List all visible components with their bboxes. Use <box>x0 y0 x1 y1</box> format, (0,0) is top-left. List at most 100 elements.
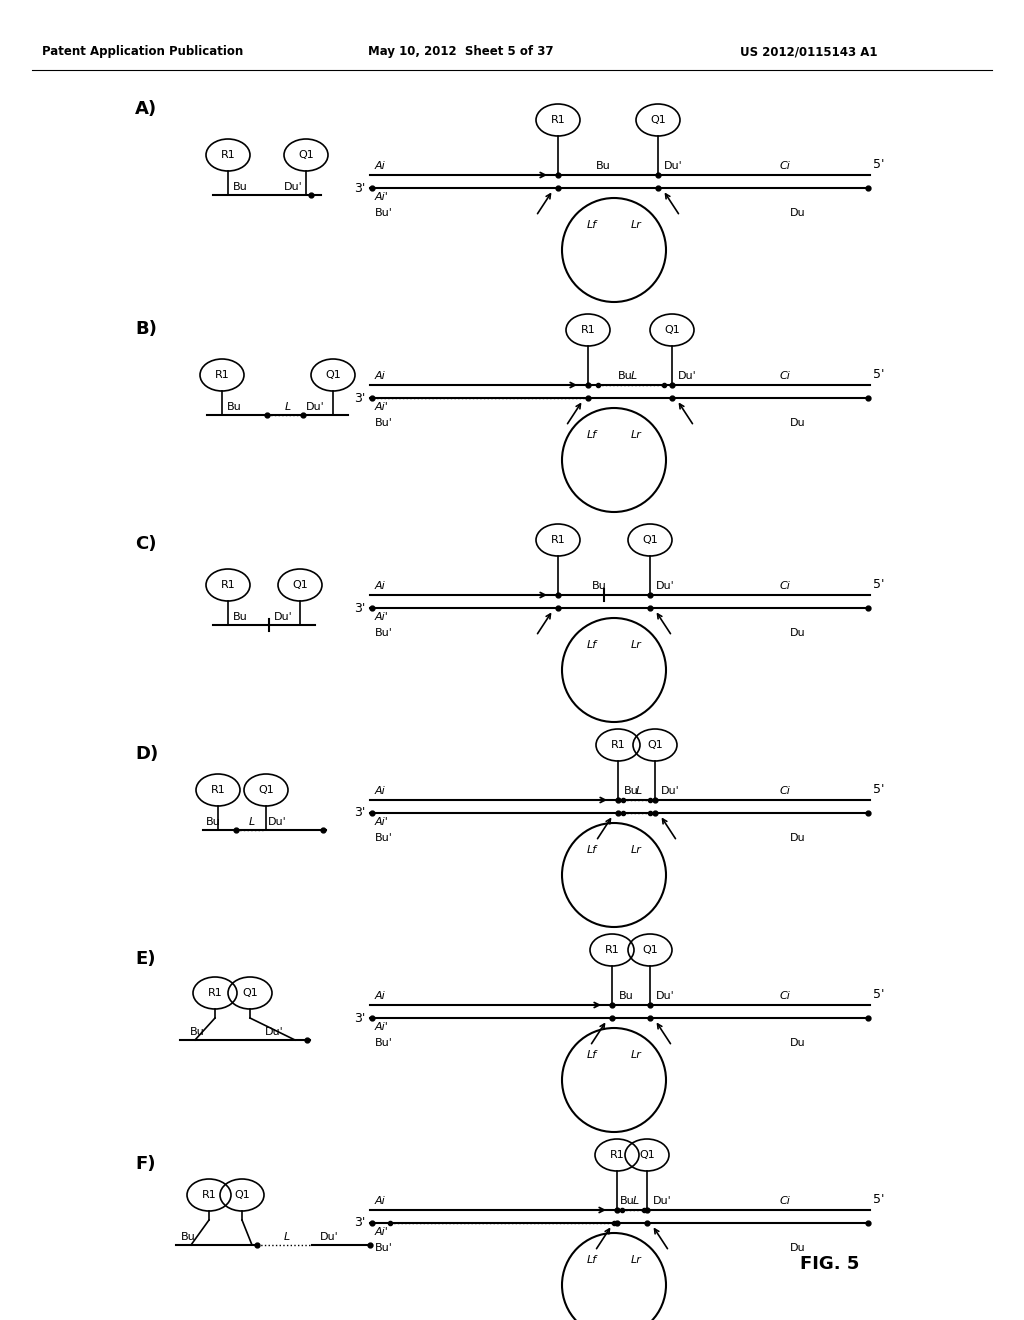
Text: Bu: Bu <box>596 161 610 172</box>
Text: Du: Du <box>790 1243 806 1253</box>
Text: Lr: Lr <box>631 430 641 440</box>
Text: L: L <box>284 1232 290 1242</box>
Text: R1: R1 <box>220 150 236 160</box>
Text: Lr: Lr <box>631 845 641 855</box>
Text: Ci: Ci <box>780 785 791 796</box>
Text: Du: Du <box>790 833 806 843</box>
Text: Bu': Bu' <box>375 1038 393 1048</box>
Text: R1: R1 <box>604 945 620 954</box>
Text: Du': Du' <box>664 161 683 172</box>
Text: Lr: Lr <box>631 220 641 230</box>
Text: R1: R1 <box>208 987 222 998</box>
Text: Q1: Q1 <box>242 987 258 998</box>
Text: FIG. 5: FIG. 5 <box>800 1255 859 1272</box>
Text: Ci: Ci <box>780 581 791 591</box>
Text: Ai': Ai' <box>375 1022 389 1032</box>
Text: Ai': Ai' <box>375 403 389 412</box>
Text: May 10, 2012  Sheet 5 of 37: May 10, 2012 Sheet 5 of 37 <box>368 45 554 58</box>
Text: Bu: Bu <box>227 403 242 412</box>
Text: Bu': Bu' <box>375 418 393 428</box>
Text: Q1: Q1 <box>639 1150 655 1160</box>
Text: Lf: Lf <box>587 1049 597 1060</box>
Text: Ci: Ci <box>780 1196 791 1206</box>
Text: A): A) <box>135 100 157 117</box>
Text: R1: R1 <box>202 1191 216 1200</box>
Text: Ai: Ai <box>375 991 386 1001</box>
Text: R1: R1 <box>220 579 236 590</box>
Text: Ci: Ci <box>780 991 791 1001</box>
Text: 3': 3' <box>353 1011 365 1024</box>
Text: Du': Du' <box>265 1027 284 1038</box>
Text: Q1: Q1 <box>292 579 308 590</box>
Text: Q1: Q1 <box>665 325 680 335</box>
Text: Bu: Bu <box>206 817 221 828</box>
Text: B): B) <box>135 319 157 338</box>
Text: L: L <box>633 1196 639 1206</box>
Text: Ai: Ai <box>375 785 386 796</box>
Text: Ai': Ai' <box>375 1228 389 1237</box>
Text: Lf: Lf <box>587 1255 597 1265</box>
Text: F): F) <box>135 1155 156 1173</box>
Text: Du': Du' <box>306 403 325 412</box>
Text: Ai: Ai <box>375 161 386 172</box>
Text: Bu: Bu <box>624 785 639 796</box>
Text: Du': Du' <box>319 1232 339 1242</box>
Text: Ci: Ci <box>780 371 791 381</box>
Text: C): C) <box>135 535 157 553</box>
Text: Bu: Bu <box>618 991 634 1001</box>
Text: Du: Du <box>790 1038 806 1048</box>
Text: Bu: Bu <box>233 182 248 191</box>
Text: Q1: Q1 <box>650 115 666 125</box>
Text: Lf: Lf <box>587 640 597 649</box>
Text: Ai': Ai' <box>375 817 389 828</box>
Text: 3': 3' <box>353 807 365 820</box>
Text: 5': 5' <box>873 1193 885 1206</box>
Text: Lr: Lr <box>631 1049 641 1060</box>
Text: E): E) <box>135 950 156 968</box>
Text: 3': 3' <box>353 392 365 404</box>
Text: Lf: Lf <box>587 430 597 440</box>
Text: L: L <box>631 371 637 381</box>
Text: D): D) <box>135 744 159 763</box>
Text: R1: R1 <box>215 370 229 380</box>
Text: 5': 5' <box>873 158 885 172</box>
Text: Bu': Bu' <box>375 833 393 843</box>
Text: L: L <box>249 817 255 828</box>
Text: Bu: Bu <box>592 581 607 591</box>
Text: Bu': Bu' <box>375 209 393 218</box>
Text: Ai': Ai' <box>375 612 389 622</box>
Text: Q1: Q1 <box>258 785 273 795</box>
Text: Du': Du' <box>656 991 675 1001</box>
Text: R1: R1 <box>609 1150 625 1160</box>
Text: R1: R1 <box>610 741 626 750</box>
Text: Du: Du <box>790 418 806 428</box>
Text: Patent Application Publication: Patent Application Publication <box>42 45 244 58</box>
Text: Lf: Lf <box>587 845 597 855</box>
Text: Du': Du' <box>268 817 287 828</box>
Text: Ai: Ai <box>375 371 386 381</box>
Text: Lr: Lr <box>631 640 641 649</box>
Text: Bu: Bu <box>181 1232 196 1242</box>
Text: 5': 5' <box>873 987 885 1001</box>
Text: Du': Du' <box>653 1196 672 1206</box>
Text: Bu: Bu <box>618 371 633 381</box>
Text: Q1: Q1 <box>642 535 657 545</box>
Text: Ci: Ci <box>780 161 791 172</box>
Text: 5': 5' <box>873 578 885 591</box>
Text: Du': Du' <box>274 612 293 622</box>
Text: Du: Du <box>790 209 806 218</box>
Text: Bu': Bu' <box>375 628 393 638</box>
Text: Ai: Ai <box>375 1196 386 1206</box>
Text: L: L <box>636 785 642 796</box>
Text: Du': Du' <box>284 182 303 191</box>
Text: 3': 3' <box>353 1217 365 1229</box>
Text: Ai': Ai' <box>375 191 389 202</box>
Text: Q1: Q1 <box>642 945 657 954</box>
Text: R1: R1 <box>551 535 565 545</box>
Text: 3': 3' <box>353 602 365 615</box>
Text: Q1: Q1 <box>647 741 663 750</box>
Text: 5': 5' <box>873 368 885 381</box>
Text: US 2012/0115143 A1: US 2012/0115143 A1 <box>740 45 878 58</box>
Text: Du': Du' <box>662 785 680 796</box>
Text: Lr: Lr <box>631 1255 641 1265</box>
